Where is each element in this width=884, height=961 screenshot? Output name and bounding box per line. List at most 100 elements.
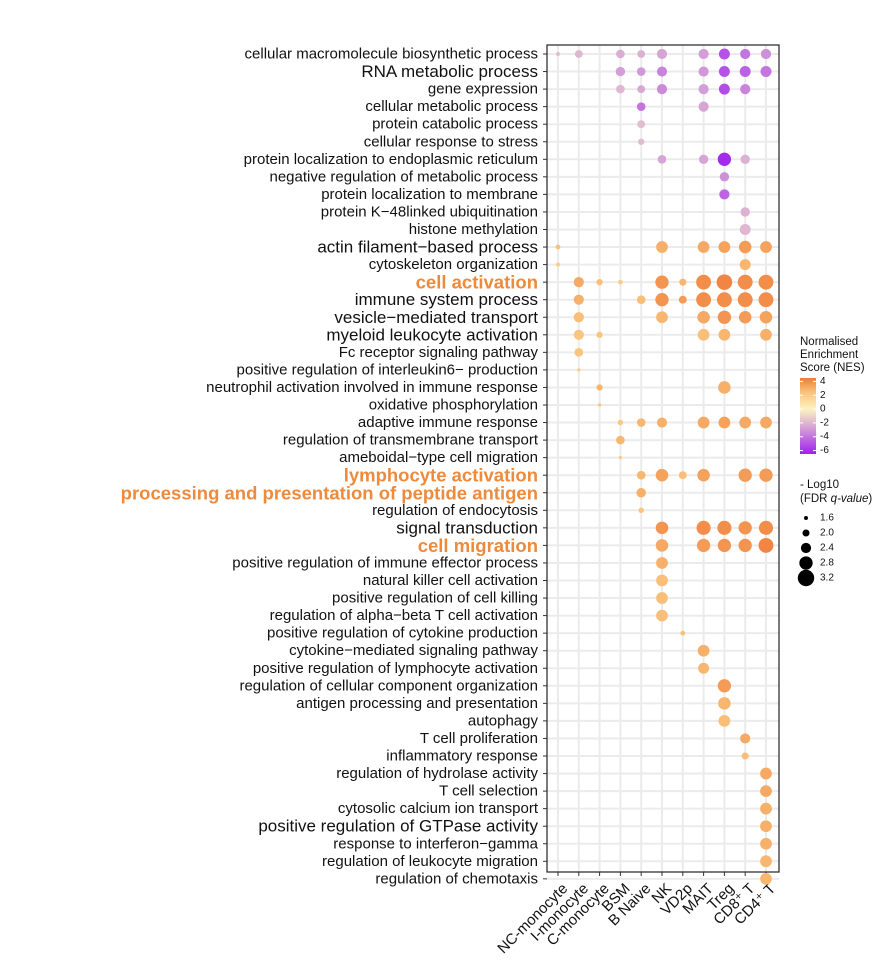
dot-point	[577, 368, 581, 372]
dot-point	[638, 507, 644, 514]
dot-point	[718, 416, 731, 429]
dot-point	[696, 274, 712, 290]
dot-point	[573, 277, 584, 288]
dot-point	[717, 679, 732, 693]
legend-size-dot	[800, 542, 812, 554]
dot-point	[616, 84, 625, 94]
dot-point	[758, 537, 774, 553]
y-tick-label: protein localization to membrane	[321, 186, 538, 203]
dot-point	[760, 855, 772, 868]
dot-point	[573, 329, 584, 340]
y-tick-label: positive regulation of cytokine producti…	[267, 625, 538, 642]
dot-point	[760, 48, 772, 60]
dot-point	[698, 48, 709, 60]
dot-point	[655, 521, 669, 535]
y-tick-label: protein catabolic process	[372, 116, 538, 133]
dot-point	[637, 50, 646, 58]
dot-point	[636, 488, 646, 498]
dot-point	[737, 274, 753, 290]
dot-point	[759, 310, 773, 324]
dot-point	[596, 331, 603, 338]
legend-color-tick-label: 4	[820, 376, 826, 387]
dot-point	[718, 66, 730, 78]
y-tick-label: regulation of chemotaxis	[375, 870, 538, 887]
legend-color-tick-label: 2	[820, 390, 826, 401]
y-tick-label: regulation of transmembrane transport	[283, 432, 539, 449]
legend-color-tick-label: -2	[820, 417, 829, 428]
dot-point	[655, 293, 669, 307]
dot-point	[760, 785, 772, 797]
dot-point	[616, 49, 625, 59]
legend-size-dot	[797, 569, 815, 587]
dot-point	[739, 259, 751, 271]
y-tick-label: signal transduction	[396, 518, 538, 537]
dot-point	[656, 557, 668, 569]
legend-size-label: 2.0	[820, 528, 834, 539]
dot-point	[596, 279, 603, 286]
dot-point	[719, 189, 730, 200]
legend-size-title-line: (FDR q-value)	[800, 493, 872, 505]
dot-point	[679, 278, 687, 286]
y-tick-label: positive regulation of interleukin6− pro…	[237, 361, 538, 378]
dot-point	[760, 328, 772, 341]
dot-point	[717, 152, 732, 166]
y-tick-label: T cell selection	[439, 783, 538, 800]
y-tick-label: cellular metabolic process	[365, 98, 538, 115]
dot-point	[638, 138, 645, 145]
y-tick-label: adaptive immune response	[358, 414, 538, 431]
legend-size: - Log10 (FDR q-value) 1.6 2.0 2.4 2.8 3.2	[797, 479, 872, 587]
dot-point	[696, 538, 711, 553]
y-tick-label: positive regulation of immune effector p…	[232, 554, 538, 571]
legend-color-bar	[800, 378, 816, 454]
y-tick-label: antigen processing and presentation	[296, 695, 538, 712]
dot-point	[760, 416, 772, 429]
dot-point	[760, 802, 772, 815]
dot-point	[737, 292, 753, 308]
dot-point	[655, 539, 669, 552]
y-tick-label: inflammatory response	[386, 748, 538, 765]
dot-point	[698, 101, 709, 112]
dot-point	[738, 538, 752, 553]
dot-point	[636, 418, 646, 427]
y-tick-label: vesicle−mediated transport	[334, 308, 538, 327]
legend-size-label: 3.2	[820, 573, 834, 584]
y-tick-label: protein K−48linked ubiquitination	[321, 203, 538, 220]
dot-point	[760, 872, 772, 885]
dot-point	[698, 84, 709, 95]
dot-point	[740, 84, 751, 95]
y-tick-label: cell migration	[418, 535, 538, 556]
y-tick-label: lymphocyte activation	[344, 465, 538, 486]
dot-point	[760, 820, 772, 833]
y-tick-label: processing and presentation of peptide a…	[121, 482, 538, 503]
y-tick-label: regulation of alpha−beta T cell activati…	[270, 607, 538, 624]
dot-point	[618, 456, 623, 460]
dot-point	[697, 468, 710, 482]
y-tick-label: neutrophil activation involved in immune…	[206, 379, 538, 396]
dot-point	[718, 381, 731, 394]
y-tick-label: cell activation	[416, 272, 538, 293]
dot-point	[698, 154, 709, 165]
y-tick-label: regulation of endocytosis	[372, 502, 538, 519]
points	[555, 48, 774, 885]
y-tick-label: ameboidal−type cell migration	[339, 449, 538, 466]
dot-point	[655, 468, 669, 482]
dot-point	[741, 752, 749, 760]
dot-point	[760, 66, 772, 78]
y-tick-label: actin filament−based process	[317, 238, 538, 257]
dot-point	[636, 102, 646, 111]
dot-point	[739, 224, 751, 235]
y-tick-label: immune system process	[355, 290, 538, 309]
dot-point	[758, 274, 774, 290]
dot-point	[636, 295, 646, 305]
dot-point	[718, 715, 731, 727]
dot-point	[656, 609, 668, 622]
dot-point	[656, 592, 668, 604]
dot-point	[698, 662, 710, 674]
dot-point	[636, 470, 646, 480]
legend-color-tick-label: -6	[820, 445, 829, 456]
dot-point	[556, 262, 560, 267]
dot-point	[596, 384, 603, 391]
dot-point	[556, 52, 560, 56]
dot-point	[678, 471, 687, 480]
